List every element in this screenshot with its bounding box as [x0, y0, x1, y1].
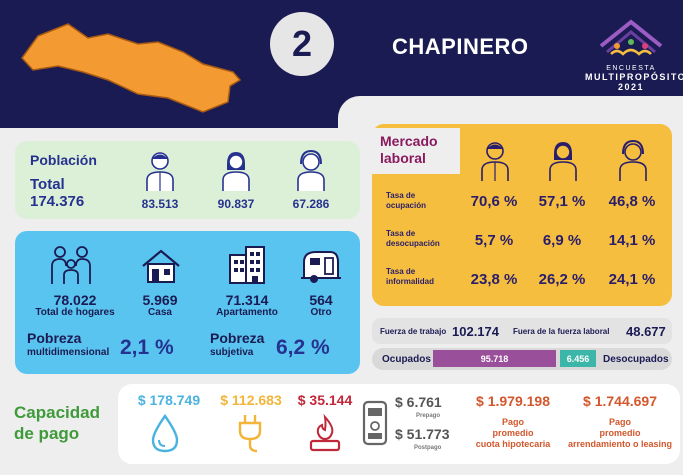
labor-force-label: Fuerza de trabajo [380, 327, 447, 336]
households-total: 78.022 [53, 292, 97, 308]
households-otro: 564 [309, 292, 333, 308]
households-card [15, 231, 360, 374]
person-headset-icon [297, 150, 325, 191]
family-icon [51, 246, 91, 284]
population-total: 174.376 [30, 193, 85, 210]
poverty-multi-subtitle: multidimensional [27, 347, 110, 358]
labor-market-title-line2: laboral [380, 150, 426, 166]
unemployed-label: Desocupados [603, 354, 669, 365]
energy-cost: $ 112.683 [220, 392, 282, 408]
mortgage-label-line2: promedio [492, 428, 534, 438]
poverty-subj-title: Pobreza [210, 330, 265, 346]
population-other: 67.286 [292, 197, 330, 211]
unemployed-value: 6.456 [566, 353, 590, 364]
district-name: CHAPINERO [392, 34, 529, 59]
rent-payment: $ 1.744.697 [583, 393, 657, 409]
header-tab-cutout [338, 96, 683, 128]
households-casa: 5.969 [142, 292, 178, 308]
mortgage-payment: $ 1.979.198 [476, 393, 550, 409]
logo-line3: 2021 [617, 82, 645, 92]
gas-flame-icon [309, 413, 341, 452]
rate-label-desocupacion: Tasa de desocupación [386, 229, 440, 249]
prepaid-label: Prepago [416, 413, 441, 419]
rate-label-ocupacion: Tasa de ocupación [386, 191, 426, 211]
employed-value: 95.718 [480, 353, 509, 364]
district-map-icon [21, 23, 242, 113]
labor-force-value: 102.174 [452, 324, 499, 339]
rent-label-line2: promedio [599, 428, 641, 438]
rent-label: Pago promedio arrendamiento o leasing [562, 417, 678, 450]
rate-value-men: 70,6 % [470, 193, 518, 210]
trailer-icon [301, 251, 341, 283]
rate-label-line2: desocupación [386, 239, 440, 248]
person-headset-icon [619, 140, 647, 181]
population-men: 83.513 [141, 197, 179, 211]
rate-label-line2: ocupación [386, 201, 427, 210]
gas-cost: $ 35.144 [297, 392, 353, 408]
woman-icon [549, 142, 577, 181]
unemployed-fill: 6.456 [560, 350, 596, 367]
water-drop-icon [151, 413, 179, 453]
poverty-multi-title: Pobreza [27, 330, 82, 346]
rate-label-line1: Tasa de [386, 191, 416, 200]
rate-value-women: 57,1 % [538, 193, 586, 210]
rate-value-women: 26,2 % [538, 271, 586, 288]
mobile-phone-icon [362, 400, 388, 446]
population-total-label: Total [30, 176, 65, 193]
woman-icon [222, 152, 250, 191]
rent-label-line3: arrendamiento o leasing [567, 439, 673, 449]
employed-label: Ocupados [382, 354, 431, 365]
rate-value-women: 6,9 % [542, 232, 582, 249]
outside-labor-force-label: Fuera de la fuerza laboral [513, 327, 610, 336]
postpaid-phone-cost: $ 51.773 [395, 426, 450, 442]
rate-value-other: 24,1 % [608, 271, 656, 288]
population-women: 90.837 [217, 197, 255, 211]
apartment-building-icon [229, 246, 265, 284]
rate-label-line2: informalidad [386, 277, 435, 286]
labor-market-title-box [372, 128, 460, 174]
payment-capacity-card [118, 384, 680, 464]
mortgage-label-line3: cuota hipotecaria [475, 439, 551, 449]
rent-label-line1: Pago [608, 417, 631, 427]
logo-house-icon [599, 19, 663, 56]
households-total-label: Total de hogares [35, 307, 115, 318]
rate-label-line1: Tasa de [386, 267, 416, 276]
rate-label-line1: Tasa de [386, 229, 416, 238]
encuesta-logo: ENCUESTA MULTIPROPÓSITO 2021 [585, 16, 683, 98]
employed-fill: 95.718 [433, 350, 556, 367]
rate-value-men: 23,8 % [470, 271, 518, 288]
households-apartamento: 71.314 [225, 292, 269, 308]
man-icon [481, 142, 509, 181]
rate-value-other: 14,1 % [608, 232, 656, 249]
households-apartamento-label: Apartamento [216, 307, 278, 318]
payment-capacity-title-line1: Capacidad [14, 403, 100, 422]
labor-market-title: Mercado laboral [380, 133, 438, 167]
poverty-subj-subtitle: subjetiva [210, 347, 254, 358]
district-number-badge: 2 [270, 12, 334, 76]
payment-capacity-title-line2: de pago [14, 424, 80, 443]
rate-label-informalidad: Tasa de informalidad [386, 267, 434, 287]
poverty-multi-value: 2,1 % [120, 336, 174, 359]
payment-capacity-title: Capacidad de pago [14, 402, 100, 444]
man-icon [146, 152, 174, 191]
households-casa-label: Casa [148, 307, 172, 318]
outside-labor-force-value: 48.677 [626, 324, 666, 339]
prepaid-phone-cost: $ 6.761 [395, 394, 442, 410]
postpaid-label: Postpago [414, 445, 442, 451]
rate-value-other: 46,8 % [608, 193, 656, 210]
labor-force-bar [372, 318, 672, 344]
labor-market-title-line1: Mercado [380, 133, 438, 149]
logo-line1: ENCUESTA [606, 65, 656, 72]
power-plug-icon [238, 415, 262, 453]
rate-value-men: 5,7 % [474, 232, 514, 249]
house-icon [142, 249, 180, 283]
population-title: Población [30, 152, 97, 168]
poverty-subj-value: 6,2 % [276, 336, 330, 359]
logo-line2: MULTIPROPÓSITO [585, 72, 683, 82]
water-cost: $ 178.749 [137, 392, 201, 408]
households-otro-label: Otro [310, 307, 332, 318]
mortgage-label: Pago promedio cuota hipotecaria [458, 417, 568, 450]
mortgage-label-line1: Pago [501, 417, 524, 427]
